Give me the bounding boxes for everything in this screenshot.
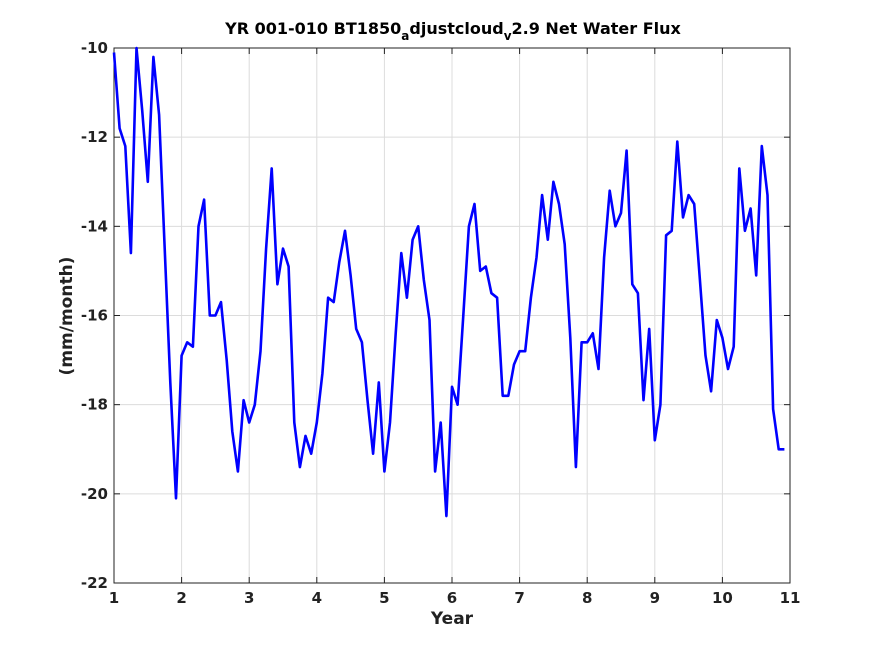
y-tick-label: -16	[81, 307, 108, 325]
x-tick-label: 4	[312, 589, 322, 607]
title-middle: djustcloud	[409, 19, 503, 38]
x-axis-label: Year	[430, 609, 474, 629]
net-water-flux-series-line	[112, 46, 785, 518]
chart-title: YR 001-010 BT1850adjustcloudv2.9 Net Wat…	[224, 19, 681, 43]
x-tick-label: 10	[712, 589, 733, 607]
title-prefix: YR 001-010 BT1850	[224, 19, 401, 38]
x-tick-label: 3	[244, 589, 254, 607]
y-tick-label: -14	[81, 217, 108, 235]
x-tick-label: 2	[176, 589, 186, 607]
x-tick-label: 1	[109, 589, 119, 607]
x-tick-label: 11	[780, 589, 801, 607]
y-tick-label: -22	[81, 574, 108, 592]
x-tick-label: 7	[514, 589, 524, 607]
title-subscript-a: a	[401, 29, 409, 43]
axis-ticks	[113, 47, 791, 584]
x-tick-labels: 1 2 3 4 5 6 7 8 9 10 11	[109, 589, 801, 607]
y-tick-label: -18	[81, 396, 108, 414]
y-tick-label: -12	[81, 128, 108, 146]
y-tick-labels: -22 -20 -18 -16 -14 -12 -10	[81, 39, 108, 592]
x-tick-label: 9	[650, 589, 660, 607]
y-axis-label: (mm/month)	[57, 257, 77, 376]
title-subscript-v: v	[504, 29, 512, 43]
x-tick-label: 8	[582, 589, 592, 607]
y-tick-label: -20	[81, 485, 108, 503]
x-tick-label: 5	[379, 589, 389, 607]
y-tick-label: -10	[81, 39, 108, 57]
title-suffix: 2.9 Net Water Flux	[512, 19, 682, 38]
x-tick-label: 6	[447, 589, 457, 607]
